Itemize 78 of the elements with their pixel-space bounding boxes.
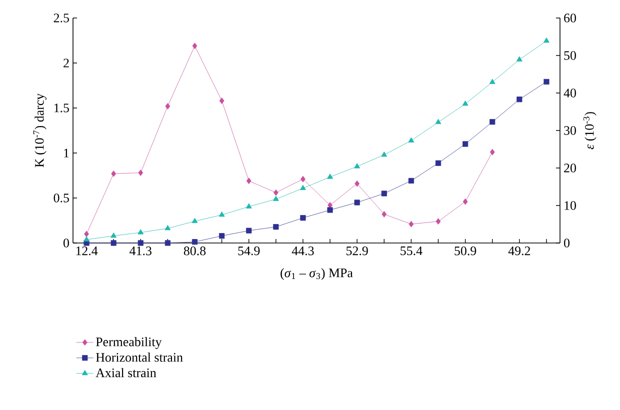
x-tick-label: 52.9: [346, 246, 368, 256]
point: [300, 215, 306, 221]
point: [84, 236, 90, 242]
legend-label: Axial strain: [96, 368, 156, 378]
point: [192, 218, 198, 224]
x-axis-title: (σ$_{1}$ – σ$_{3}$) MPa: [280, 268, 353, 280]
point: [110, 232, 117, 238]
point: [516, 56, 522, 62]
x-tick-label: 54.9: [238, 246, 260, 256]
y2-tick-label: 50: [564, 51, 576, 60]
point: [192, 239, 198, 245]
y2-tick-label: 20: [564, 164, 576, 172]
point: [408, 220, 414, 228]
point: [516, 96, 522, 102]
point: [164, 224, 171, 230]
point: [219, 98, 224, 104]
point: [354, 180, 360, 187]
point: [408, 178, 414, 184]
x-tick-label: 55.4: [400, 246, 422, 256]
point: [272, 196, 279, 201]
point: [382, 211, 387, 218]
y-tick-label: 1.5: [54, 104, 69, 112]
point: [192, 42, 198, 50]
point: [246, 178, 252, 184]
point: [138, 240, 144, 246]
point: [246, 228, 252, 234]
y2-tick-label: 40: [564, 88, 576, 98]
x-tick-label: 12.4: [76, 246, 98, 256]
y2-tick-label: 60: [564, 14, 576, 22]
x-tick-label: 50.9: [454, 246, 476, 256]
y2-tick-label: 10: [564, 201, 576, 210]
point: [408, 137, 414, 142]
point: [111, 170, 116, 177]
point: [84, 230, 89, 238]
point: [489, 78, 496, 84]
y2-tick-label: 0: [564, 238, 570, 248]
point: [138, 170, 144, 176]
point: [246, 203, 252, 208]
point: [462, 100, 468, 106]
y2-tick-label: 30: [564, 126, 576, 135]
point: [300, 184, 306, 190]
point: [273, 224, 279, 230]
point: [327, 174, 333, 179]
point: [219, 233, 225, 239]
y-tick-label: 0: [64, 238, 69, 248]
x-tick-label: 41.3: [130, 246, 152, 256]
point: [273, 189, 278, 196]
point: [218, 211, 225, 217]
point: [110, 240, 116, 246]
x-tick-label: 44.3: [292, 246, 314, 256]
point: [381, 190, 387, 196]
point: [327, 207, 333, 213]
legend-label: Permeability: [96, 337, 162, 349]
point: [164, 240, 170, 246]
x-tick-label: 80.8: [184, 246, 206, 256]
point: [462, 141, 468, 147]
point: [381, 151, 388, 157]
point: [138, 229, 144, 234]
y-axis-title: K (10$^{-7}$) darcy: [33, 93, 46, 168]
y-tick-label: 2.5: [54, 14, 69, 22]
y2-axis-title: ε (10$^{-3}$): [583, 112, 596, 150]
point: [490, 119, 496, 125]
point: [490, 148, 495, 156]
point: [435, 160, 442, 166]
y-tick-label: 2: [64, 58, 69, 68]
point: [300, 176, 306, 182]
point: [544, 37, 550, 43]
point: [435, 118, 442, 124]
point: [354, 200, 360, 206]
point: [436, 218, 441, 225]
legend-label: Horizontal strain: [96, 352, 183, 362]
x-tick-label: 49.2: [508, 246, 530, 256]
y-tick-label: 1: [64, 148, 69, 158]
point: [354, 163, 360, 168]
point: [544, 78, 550, 85]
point: [462, 198, 468, 205]
point: [165, 103, 170, 110]
y-tick-label: 0.5: [54, 194, 69, 202]
